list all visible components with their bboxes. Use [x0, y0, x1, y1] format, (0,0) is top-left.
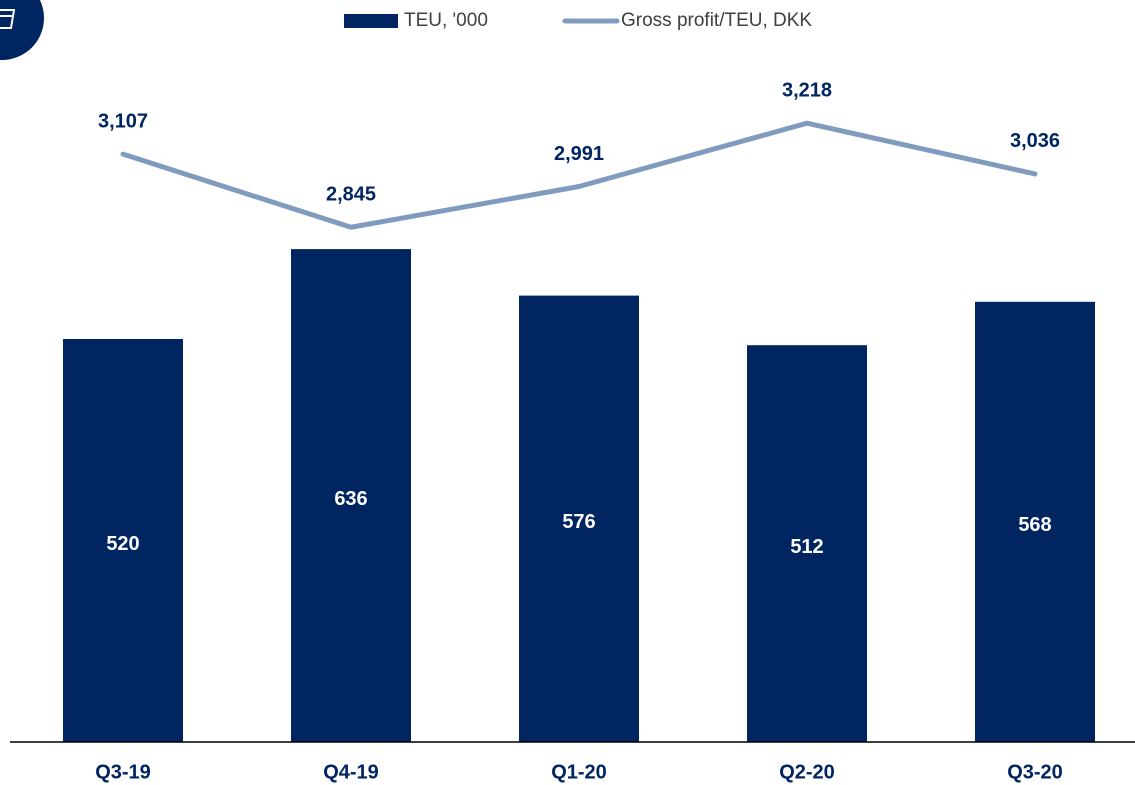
logo-icon [0, 0, 44, 60]
line [120, 120, 1038, 230]
bar-value-label: 520 [106, 533, 139, 555]
bar-value-label: 576 [562, 511, 595, 533]
bar [291, 249, 411, 742]
logo-circle [0, 0, 44, 60]
x-tick-label: Q2-20 [779, 761, 835, 783]
bar [975, 301, 1095, 742]
legend-label: Gross profit/TEU, DKK [621, 10, 812, 31]
line-value-label: 3,218 [782, 79, 832, 101]
x-tick-label: Q3-20 [1007, 761, 1063, 783]
line-value-label: 2,845 [326, 184, 376, 206]
line-value-label: 3,107 [98, 110, 148, 132]
line-value-label: 3,036 [1010, 130, 1060, 152]
bar [747, 345, 867, 742]
line-value-label: 2,991 [554, 143, 604, 165]
bar-value-label: 512 [790, 536, 823, 558]
bar [519, 295, 639, 742]
x-tick-label: Q3-19 [95, 761, 151, 783]
x-tick-label: Q4-19 [323, 761, 379, 783]
logo-glyph [0, 9, 16, 29]
bar-value-label: 568 [1018, 514, 1051, 536]
bar-value-label: 636 [334, 488, 367, 510]
legend-swatch [344, 14, 398, 28]
legend-label: TEU, '000 [404, 10, 488, 31]
x-tick-label: Q1-20 [551, 761, 607, 783]
bar [63, 339, 183, 742]
